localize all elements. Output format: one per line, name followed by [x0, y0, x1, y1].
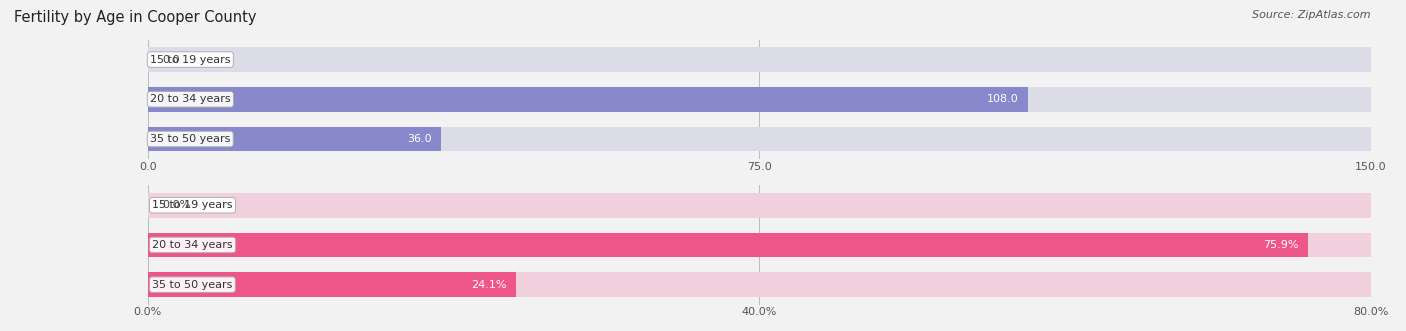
- Bar: [148, 87, 1371, 112]
- Bar: [148, 127, 441, 151]
- Text: 75.9%: 75.9%: [1263, 240, 1298, 250]
- Text: 36.0: 36.0: [406, 134, 432, 144]
- Text: 0.0%: 0.0%: [162, 200, 191, 210]
- Bar: [148, 272, 1371, 297]
- Text: 108.0: 108.0: [987, 94, 1018, 104]
- Text: 0.0: 0.0: [162, 55, 180, 65]
- Bar: [148, 127, 1371, 151]
- Bar: [148, 193, 1371, 217]
- Text: 15 to 19 years: 15 to 19 years: [150, 55, 231, 65]
- Text: Fertility by Age in Cooper County: Fertility by Age in Cooper County: [14, 10, 256, 25]
- Text: 24.1%: 24.1%: [471, 280, 506, 290]
- Text: Source: ZipAtlas.com: Source: ZipAtlas.com: [1253, 10, 1371, 20]
- Text: 35 to 50 years: 35 to 50 years: [152, 280, 232, 290]
- Text: 15 to 19 years: 15 to 19 years: [152, 200, 233, 210]
- Text: 20 to 34 years: 20 to 34 years: [152, 240, 233, 250]
- Bar: [148, 233, 1308, 257]
- Bar: [148, 47, 1371, 72]
- Bar: [148, 233, 1371, 257]
- Text: 20 to 34 years: 20 to 34 years: [150, 94, 231, 104]
- Text: 35 to 50 years: 35 to 50 years: [150, 134, 231, 144]
- Bar: [148, 272, 516, 297]
- Bar: [148, 87, 1028, 112]
